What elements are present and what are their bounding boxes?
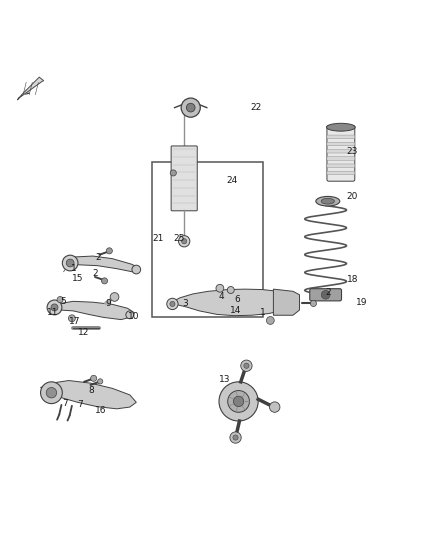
Text: 5: 5	[60, 297, 66, 306]
Text: 15: 15	[72, 274, 84, 283]
Circle shape	[321, 290, 330, 299]
Circle shape	[241, 360, 252, 372]
Text: 2: 2	[95, 253, 101, 262]
FancyBboxPatch shape	[327, 142, 355, 146]
Circle shape	[91, 375, 97, 382]
FancyBboxPatch shape	[171, 146, 197, 211]
Circle shape	[66, 259, 74, 267]
FancyBboxPatch shape	[327, 150, 355, 153]
Text: 21: 21	[153, 233, 164, 243]
Text: 20: 20	[346, 192, 358, 201]
Circle shape	[68, 315, 75, 322]
Text: 23: 23	[346, 147, 358, 156]
Text: 25: 25	[173, 233, 185, 243]
Circle shape	[187, 103, 195, 112]
Circle shape	[132, 265, 141, 274]
Circle shape	[179, 236, 190, 247]
Circle shape	[102, 278, 108, 284]
Circle shape	[269, 402, 280, 413]
Text: 7: 7	[62, 399, 68, 408]
Circle shape	[181, 98, 200, 117]
Text: 12: 12	[78, 328, 89, 337]
Circle shape	[110, 293, 119, 301]
FancyBboxPatch shape	[327, 135, 355, 139]
Circle shape	[311, 301, 317, 306]
FancyBboxPatch shape	[310, 289, 342, 301]
FancyBboxPatch shape	[327, 164, 355, 167]
FancyBboxPatch shape	[327, 125, 355, 181]
Text: 3: 3	[182, 299, 188, 308]
Circle shape	[98, 379, 103, 384]
Circle shape	[266, 317, 274, 325]
Circle shape	[167, 298, 178, 310]
Polygon shape	[41, 381, 136, 409]
Text: 6: 6	[234, 295, 240, 304]
Polygon shape	[273, 289, 300, 315]
Circle shape	[41, 382, 62, 403]
Ellipse shape	[321, 198, 334, 204]
Circle shape	[216, 284, 224, 292]
Circle shape	[233, 396, 244, 407]
Circle shape	[46, 387, 57, 398]
Circle shape	[219, 382, 258, 421]
Text: 16: 16	[95, 406, 106, 415]
Text: 24: 24	[227, 176, 238, 185]
Circle shape	[170, 301, 175, 306]
Circle shape	[233, 435, 238, 440]
FancyBboxPatch shape	[327, 171, 355, 175]
Text: 14: 14	[230, 305, 241, 314]
Circle shape	[106, 248, 113, 254]
Circle shape	[126, 311, 134, 319]
Circle shape	[227, 287, 234, 294]
Circle shape	[57, 296, 63, 303]
Text: 9: 9	[106, 299, 112, 308]
Text: 22: 22	[251, 103, 262, 112]
Polygon shape	[18, 77, 44, 100]
Circle shape	[62, 255, 78, 271]
Bar	[152, 162, 262, 317]
Text: 18: 18	[346, 275, 358, 284]
Text: 13: 13	[219, 375, 230, 384]
Text: 8: 8	[88, 386, 94, 395]
Polygon shape	[169, 289, 291, 316]
Circle shape	[51, 304, 58, 311]
Text: 2: 2	[325, 288, 331, 297]
Text: 10: 10	[127, 312, 139, 321]
Ellipse shape	[326, 123, 355, 131]
Circle shape	[228, 391, 250, 413]
Circle shape	[244, 363, 249, 368]
Text: 4: 4	[219, 293, 225, 302]
Text: 7: 7	[78, 400, 83, 409]
Ellipse shape	[316, 197, 340, 206]
Circle shape	[47, 300, 62, 315]
Text: 1: 1	[71, 264, 77, 273]
Text: 17: 17	[69, 317, 80, 326]
Polygon shape	[66, 256, 138, 272]
Circle shape	[230, 432, 241, 443]
Text: 11: 11	[47, 308, 59, 317]
Text: 19: 19	[356, 298, 367, 306]
Text: 1: 1	[260, 308, 266, 317]
Text: 2: 2	[93, 269, 99, 278]
Circle shape	[182, 239, 187, 244]
Circle shape	[170, 170, 177, 176]
Polygon shape	[53, 301, 134, 320]
FancyBboxPatch shape	[327, 157, 355, 160]
